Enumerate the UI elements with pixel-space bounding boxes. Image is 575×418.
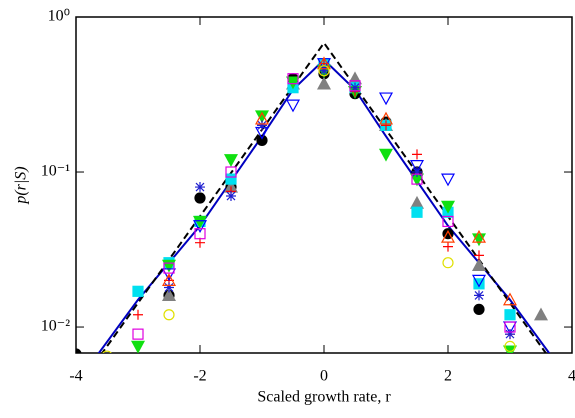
point: [412, 149, 422, 160]
point: [505, 329, 515, 340]
point: [225, 173, 237, 185]
point: [443, 241, 453, 252]
point: [287, 73, 299, 85]
point: [195, 182, 205, 193]
point: [76, 348, 82, 353]
point: [536, 362, 546, 372]
point: [411, 173, 423, 185]
point: [350, 82, 360, 93]
point: [225, 166, 237, 178]
point: [163, 262, 175, 274]
point: [411, 206, 423, 218]
point: [316, 56, 332, 70]
point: [194, 228, 206, 240]
point: [161, 273, 177, 286]
point: [378, 148, 394, 162]
x-tick-label: 0: [320, 368, 328, 385]
y-tick-label: 10⁻¹: [41, 163, 70, 180]
point: [502, 345, 518, 353]
point: [474, 290, 484, 301]
x-axis-label: Scaled growth rate, r: [257, 389, 391, 406]
point: [161, 268, 177, 282]
point: [533, 307, 549, 321]
point: [473, 278, 485, 290]
point: [442, 215, 454, 228]
point: [502, 292, 518, 306]
point: [194, 192, 206, 204]
point: [504, 355, 516, 366]
point: [409, 195, 425, 209]
point: [254, 111, 270, 125]
plot-area: [76, 41, 551, 372]
point: [471, 258, 487, 271]
point: [130, 340, 146, 353]
point: [409, 160, 425, 173]
point: [257, 120, 267, 131]
point: [349, 80, 361, 92]
point: [412, 167, 422, 178]
point: [132, 328, 144, 340]
point: [192, 220, 208, 234]
point: [504, 309, 516, 321]
point: [474, 250, 484, 261]
point: [318, 65, 330, 77]
point: [285, 76, 301, 90]
point: [440, 200, 456, 214]
point: [101, 355, 113, 366]
point: [285, 99, 301, 113]
point: [442, 257, 454, 269]
point: [102, 356, 112, 366]
point: [223, 154, 239, 167]
point: [319, 65, 329, 76]
point: [163, 309, 175, 321]
point: [381, 120, 391, 131]
point: [195, 237, 205, 248]
point: [504, 340, 516, 353]
point: [440, 173, 456, 187]
point: [471, 229, 487, 243]
point: [378, 92, 394, 106]
fit-line: [101, 41, 547, 353]
point: [256, 134, 268, 146]
point: [164, 282, 174, 293]
point: [133, 309, 143, 320]
point: [102, 350, 112, 353]
point: [347, 71, 363, 85]
x-tick-label: 4: [568, 368, 575, 385]
x-tick-label: -4: [69, 368, 82, 385]
point: [473, 303, 485, 315]
point: [226, 191, 236, 202]
y-axis-label: p(r|S): [13, 166, 30, 204]
point: [254, 110, 270, 124]
x-tick-label: -2: [193, 368, 206, 385]
point: [504, 321, 516, 333]
point: [132, 285, 144, 297]
y-tick-label: 10⁰: [48, 8, 70, 25]
point: [440, 229, 456, 243]
point: [192, 215, 208, 229]
point: [161, 288, 177, 301]
x-tick-label: 2: [444, 368, 452, 385]
y-tick-label: 10⁻²: [41, 318, 70, 335]
point: [378, 111, 394, 125]
point: [471, 274, 487, 288]
fit-line: [97, 58, 551, 353]
point: [316, 76, 332, 90]
